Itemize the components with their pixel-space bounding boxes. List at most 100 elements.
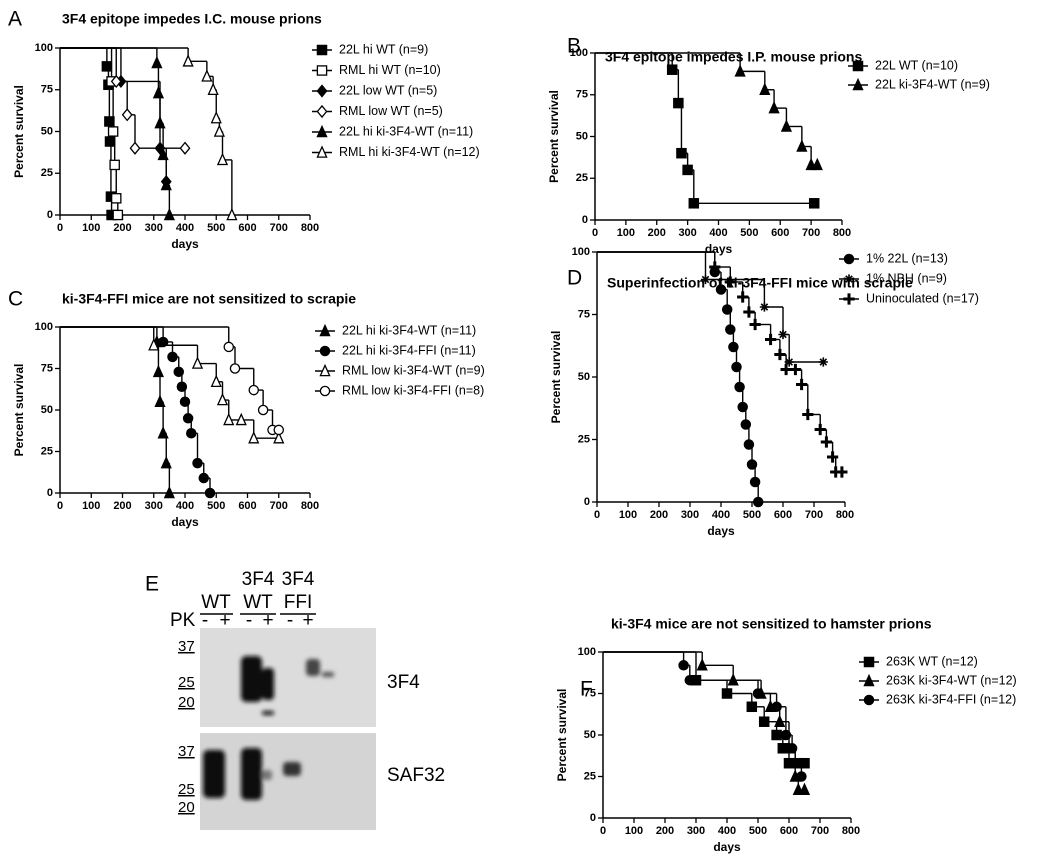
- data-point: [749, 476, 761, 488]
- y-tick-label: 100: [570, 47, 588, 59]
- x-tick-label: 500: [749, 825, 767, 837]
- legend-label: 22L hi ki-3F4-WT (n=11): [342, 323, 476, 337]
- x-axis-label: days: [707, 524, 735, 538]
- x-tick-label: 200: [113, 222, 131, 234]
- data-point: [104, 136, 116, 147]
- panel-letter: D: [567, 267, 582, 290]
- data-point: [827, 451, 839, 463]
- legend-marker: [863, 673, 875, 687]
- survival-chart: Fki-3F4 mice are not sensitized to hamst…: [555, 616, 1017, 854]
- x-axis-label: days: [705, 242, 733, 256]
- legend-marker: [863, 656, 875, 668]
- data-point: [743, 306, 755, 318]
- x-tick-label: 500: [207, 222, 225, 234]
- data-point: [152, 364, 165, 378]
- data-point: [759, 302, 769, 312]
- x-tick-label: 300: [687, 825, 705, 837]
- data-point: [248, 431, 260, 444]
- data-point: [737, 291, 749, 303]
- x-tick-label: 200: [656, 825, 674, 837]
- data-point: [786, 743, 798, 754]
- legend-marker: [316, 84, 328, 98]
- panel-letter: F: [580, 678, 593, 701]
- pk-lane: +: [302, 610, 313, 631]
- data-point: [192, 457, 203, 469]
- data-point: [768, 100, 780, 114]
- data-point: [721, 304, 733, 315]
- legend-marker: [844, 274, 854, 284]
- data-point: [257, 404, 269, 416]
- survival-chart: A 3F4 epitope impedes I.C. mouse prions Pe…: [8, 8, 480, 252]
- data-point: [273, 431, 285, 444]
- data-point: [157, 147, 169, 161]
- pk-label: PK: [170, 610, 196, 631]
- data-point: [746, 459, 758, 470]
- legend-label: RML low ki-3F4-FFI (n=8): [342, 383, 484, 397]
- x-tick-label: 400: [176, 500, 194, 512]
- western-blot: E WT 3F4 WT 3F4 FFI PK - + - + - + 37 25…: [145, 569, 445, 830]
- legend-label: 22L hi ki-3F4-WT (n=11): [339, 124, 473, 138]
- x-tick-label: 0: [57, 500, 63, 512]
- data-point: [682, 164, 693, 176]
- data-point: [737, 401, 748, 413]
- x-tick-label: 300: [678, 227, 696, 239]
- data-point: [173, 366, 184, 378]
- data-point: [734, 64, 746, 77]
- data-point: [167, 351, 178, 363]
- legend-marker: [843, 293, 855, 305]
- data-point: [154, 115, 166, 129]
- x-tick-label: 600: [780, 825, 798, 837]
- pk-lane: -: [246, 610, 252, 631]
- data-point: [210, 374, 222, 388]
- blot-membrane: [200, 628, 376, 727]
- y-tick-label: 0: [47, 487, 53, 499]
- y-axis-label: Percent survival: [547, 90, 561, 183]
- panel-letter: A: [8, 8, 22, 31]
- legend-label: 22L hi ki-3F4-FFI (n=11): [342, 343, 476, 357]
- group-label: FFI: [284, 592, 313, 613]
- x-tick-label: 500: [740, 227, 758, 239]
- chart-title: 3F4 epitope impedes I.C. mouse prions: [62, 11, 322, 27]
- data-point: [248, 384, 259, 396]
- x-tick-label: 100: [619, 509, 637, 521]
- x-tick-label: 0: [592, 227, 598, 239]
- x-tick-label: 800: [833, 227, 851, 239]
- x-tick-label: 700: [270, 222, 288, 234]
- data-point: [104, 116, 115, 127]
- data-point: [235, 412, 247, 426]
- x-axis-label: days: [713, 840, 741, 854]
- data-point: [112, 209, 124, 221]
- data-point: [802, 408, 814, 421]
- data-point: [226, 207, 238, 221]
- data-point: [734, 381, 745, 393]
- y-tick-label: 100: [572, 246, 590, 258]
- data-point: [771, 701, 782, 713]
- y-tick-label: 50: [576, 130, 588, 142]
- data-point: [796, 139, 808, 152]
- x-tick-label: 500: [743, 509, 761, 521]
- x-tick-label: 100: [82, 500, 100, 512]
- data-point: [728, 341, 739, 353]
- data-point: [784, 357, 794, 367]
- data-point: [160, 177, 172, 191]
- pk-lane: -: [202, 610, 208, 631]
- x-tick-label: 600: [771, 227, 789, 239]
- x-tick-label: 700: [270, 500, 288, 512]
- panel-letter: C: [8, 288, 23, 311]
- legend-label: 22L WT (n=10): [875, 58, 958, 72]
- y-tick-label: 0: [590, 812, 596, 824]
- bands: [203, 656, 334, 800]
- data-point: [721, 688, 733, 699]
- x-tick-label: 500: [207, 500, 225, 512]
- y-axis-label: Percent survival: [549, 331, 563, 424]
- x-tick-label: 700: [811, 825, 829, 837]
- data-point: [749, 318, 761, 331]
- data-point: [746, 701, 758, 713]
- mw-marker: 20: [178, 694, 195, 711]
- data-point: [796, 771, 807, 782]
- legend-label: 263K WT (n=12): [886, 654, 978, 668]
- data-point: [666, 64, 678, 75]
- data-point: [213, 124, 225, 137]
- data-point: [759, 82, 771, 95]
- data-point: [176, 381, 188, 393]
